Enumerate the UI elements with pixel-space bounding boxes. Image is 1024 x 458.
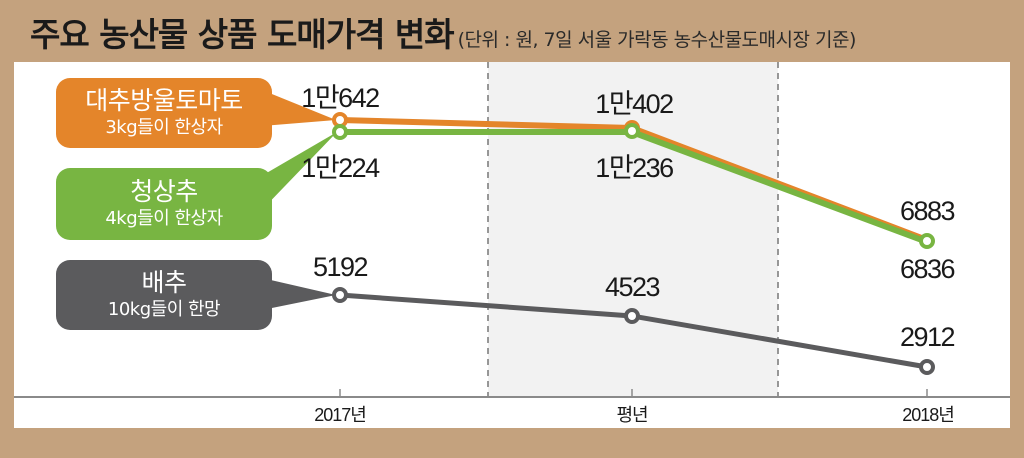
lettuce-marker bbox=[919, 233, 935, 249]
cabbage-value-2018: 2912 bbox=[899, 322, 956, 352]
cabbage-value-2017: 5192 bbox=[312, 252, 369, 282]
tomato-name: 대추방울토마토 bbox=[85, 86, 243, 115]
cabbage-callout: 배추 10kg들이 한망 bbox=[56, 260, 272, 330]
cabbage-unit: 10kg들이 한망 bbox=[107, 299, 221, 320]
lettuce-value-2018: 6836 bbox=[899, 254, 956, 284]
chart-title-main: 주요 농산물 상품 도매가격 변화 bbox=[30, 15, 455, 54]
tomato-unit: 3kg들이 한상자 bbox=[105, 117, 223, 138]
lettuce-unit: 4kg들이 한상자 bbox=[105, 208, 223, 229]
lettuce-marker bbox=[332, 124, 348, 140]
chart-title: 주요 농산물 상품 도매가격 변화 (단위 : 원, 7일 서울 가락동 농수산… bbox=[30, 8, 857, 54]
cabbage-marker bbox=[332, 287, 348, 303]
tomato-value-2018: 6883 bbox=[899, 196, 956, 226]
lettuce-callout: 청상추 4kg들이 한상자 bbox=[56, 168, 272, 240]
lettuce-callout-pointer bbox=[258, 132, 337, 214]
normal-year-region bbox=[488, 62, 778, 397]
cabbage-marker bbox=[919, 359, 935, 375]
lettuce-marker bbox=[624, 123, 640, 139]
x-label-2017: 2017년 bbox=[314, 405, 367, 425]
tomato-value-normal: 1만402 bbox=[595, 89, 674, 119]
tomato-value-2017: 1만642 bbox=[301, 83, 380, 113]
tomato-callout-pointer bbox=[262, 90, 336, 126]
lettuce-value-2017: 1만224 bbox=[301, 153, 380, 183]
x-label-normal: 평년 bbox=[616, 405, 648, 425]
lettuce-name: 청상추 bbox=[130, 177, 198, 206]
chart-subtitle: (단위 : 원, 7일 서울 가락동 농수산물도매시장 기준) bbox=[457, 29, 857, 51]
lettuce-value-normal: 1만236 bbox=[595, 153, 674, 183]
tomato-callout: 대추방울토마토 3kg들이 한상자 bbox=[56, 78, 272, 148]
x-label-2018: 2018년 bbox=[902, 405, 955, 425]
cabbage-value-normal: 4523 bbox=[604, 272, 661, 302]
cabbage-name: 배추 bbox=[141, 268, 187, 297]
cabbage-marker bbox=[624, 308, 640, 324]
cabbage-callout-pointer bbox=[262, 278, 336, 310]
